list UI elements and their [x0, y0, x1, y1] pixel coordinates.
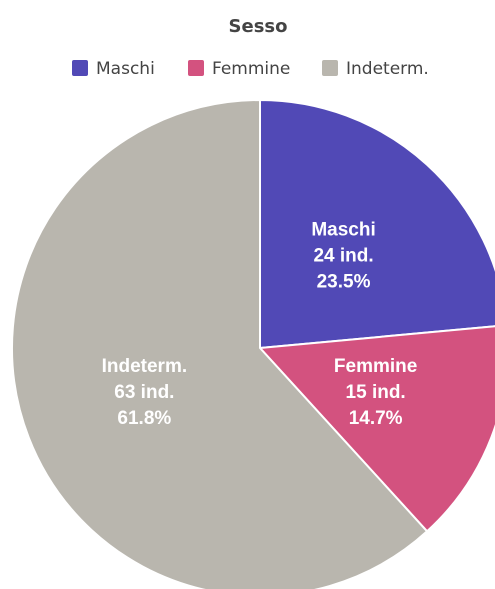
slice-label: Indeterm. — [102, 356, 188, 377]
pie-slice — [11, 98, 429, 589]
slice-percent: 14.7% — [349, 408, 403, 429]
slice-label: Femmine — [334, 356, 417, 377]
legend-swatch — [72, 60, 88, 76]
slice-percent: 61.8% — [117, 408, 171, 429]
legend-swatch — [322, 60, 338, 76]
legend-label: Femmine — [212, 59, 290, 79]
legend-swatch — [188, 60, 204, 76]
legend-label: Maschi — [96, 59, 155, 79]
legend-label: Indeterm. — [346, 59, 429, 79]
slice-value: 63 ind. — [114, 382, 174, 403]
slice-value: 24 ind. — [313, 245, 373, 266]
slice-label: Maschi — [311, 219, 375, 240]
pie-slice — [259, 98, 495, 350]
slice-percent: 23.5% — [317, 271, 371, 292]
slice-value: 15 ind. — [346, 382, 406, 403]
chart-title: Sesso — [229, 16, 288, 37]
pie-slice — [257, 325, 495, 533]
